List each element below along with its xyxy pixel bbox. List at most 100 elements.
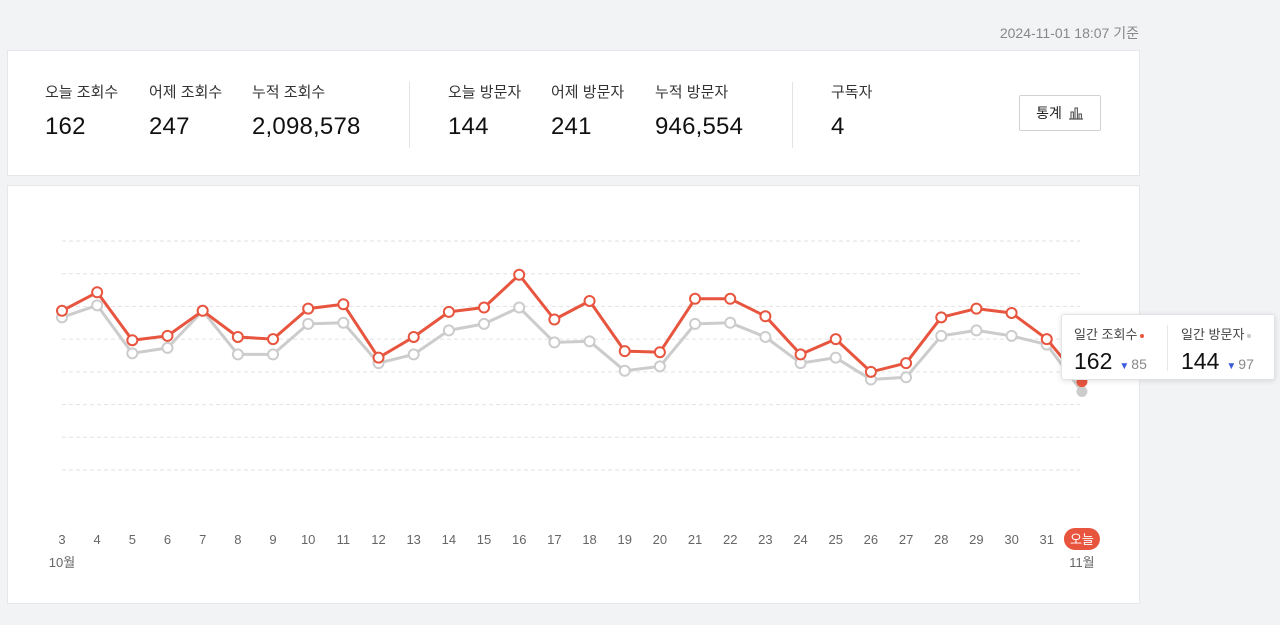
data-point <box>231 348 244 361</box>
tooltip-views-label: 일간 조회수 <box>1074 324 1147 343</box>
data-point <box>302 302 315 315</box>
data-point <box>900 357 913 370</box>
statistics-button-label: 통계 <box>1036 105 1062 121</box>
x-tick-label: 31 <box>1040 532 1054 547</box>
data-point <box>583 294 596 307</box>
data-point <box>372 351 385 364</box>
stat-subscribers: 구독자 4 <box>831 81 872 141</box>
data-point <box>900 371 913 384</box>
x-tick-label: 14 <box>442 532 456 547</box>
data-point <box>91 286 104 299</box>
x-tick-label: 26 <box>864 532 878 547</box>
data-point <box>724 316 737 329</box>
x-tick-label: 4 <box>94 532 101 547</box>
stat-label: 누적 조회수 <box>252 84 326 101</box>
x-tick-label: 8 <box>234 532 241 547</box>
data-point <box>407 348 420 361</box>
tooltip-visitors-diff: 97 <box>1238 356 1254 372</box>
stat-total-visitors: 누적 방문자 946,554 <box>655 81 743 141</box>
stat-yesterday-visitors: 어제 방문자 241 <box>551 81 624 141</box>
data-point <box>653 360 666 373</box>
x-tick-label: 24 <box>793 532 807 547</box>
x-tick-label: 25 <box>829 532 843 547</box>
data-point <box>161 341 174 354</box>
views-legend-dot <box>1140 333 1145 338</box>
stat-value: 144 <box>448 113 489 140</box>
x-tick-label: 27 <box>899 532 913 547</box>
data-point <box>1005 306 1018 319</box>
x-tick-label: 7 <box>199 532 206 547</box>
data-point <box>478 317 491 330</box>
stat-label: 구독자 <box>831 84 873 101</box>
data-point <box>548 313 561 326</box>
data-point <box>583 335 596 348</box>
stat-today-views: 오늘 조회수 162 <box>45 81 118 141</box>
data-point <box>935 311 948 324</box>
data-point <box>126 334 139 347</box>
data-point <box>548 336 561 349</box>
month-label: 10월 <box>49 555 75 570</box>
data-point <box>829 333 842 346</box>
stat-value: 4 <box>831 113 845 140</box>
data-point <box>337 316 350 329</box>
stat-total-views: 누적 조회수 2,098,578 <box>252 81 361 141</box>
data-point <box>970 302 983 315</box>
data-point <box>337 298 350 311</box>
stat-value: 946,554 <box>655 113 744 140</box>
down-arrow-icon: ▼ <box>1119 361 1130 372</box>
x-tick-label: 23 <box>758 532 772 547</box>
data-point <box>759 330 772 343</box>
stat-label: 오늘 조회수 <box>45 84 119 101</box>
data-point <box>689 292 702 305</box>
data-point <box>302 317 315 330</box>
tooltip-views-diff: 85 <box>1131 356 1147 372</box>
stats-summary-card: 오늘 조회수 162 어제 조회수 247 누적 조회수 2,098,578 오… <box>7 50 1140 176</box>
data-point <box>196 304 209 317</box>
x-tick-label-today: 오늘 <box>1070 532 1094 547</box>
statistics-button[interactable]: 통계 <box>1019 95 1101 131</box>
chart-card <box>7 185 1140 604</box>
x-tick-label: 20 <box>653 532 667 547</box>
tooltip-visitors-value: 144 <box>1181 348 1220 374</box>
divider <box>792 82 793 148</box>
data-point <box>267 348 280 361</box>
x-tick-label: 21 <box>688 532 702 547</box>
x-tick-label: 11 <box>337 532 351 547</box>
data-point <box>1005 329 1018 342</box>
tooltip-views-value: 162 <box>1074 348 1113 374</box>
month-label: 11월 <box>1069 555 1094 570</box>
data-point <box>126 347 139 360</box>
today-pill <box>1063 528 1100 550</box>
data-point <box>759 310 772 323</box>
bar-chart-icon <box>1068 107 1083 120</box>
divider <box>409 82 410 148</box>
chart-tooltip: 일간 조회수 162 ▼ 85 일간 방문자 144 ▼ 97 <box>1061 314 1275 380</box>
tooltip-views: 일간 조회수 162 ▼ 85 <box>1074 324 1147 375</box>
stat-label: 어제 조회수 <box>149 84 223 101</box>
data-point <box>267 333 280 346</box>
stat-value: 2,098,578 <box>252 113 361 140</box>
x-tick-label: 29 <box>969 532 983 547</box>
data-point <box>407 330 420 343</box>
stat-value: 241 <box>551 113 592 140</box>
x-tick-label: 28 <box>934 532 948 547</box>
data-point <box>724 292 737 305</box>
tooltip-divider <box>1167 325 1168 371</box>
stat-value: 162 <box>45 113 86 140</box>
tooltip-visitors-label: 일간 방문자 <box>1181 324 1254 343</box>
stat-label: 오늘 방문자 <box>448 84 522 101</box>
x-tick-label: 9 <box>269 532 276 547</box>
x-tick-label: 10 <box>301 532 315 547</box>
data-point-current <box>1076 385 1088 397</box>
data-point <box>513 268 526 281</box>
x-tick-label: 19 <box>617 532 631 547</box>
data-point <box>829 351 842 364</box>
stat-value: 247 <box>149 113 190 140</box>
data-point <box>618 345 631 358</box>
down-arrow-icon: ▼ <box>1226 361 1237 372</box>
data-point <box>653 346 666 359</box>
data-point <box>970 324 983 337</box>
stat-label: 누적 방문자 <box>655 84 729 101</box>
data-point <box>513 301 526 314</box>
data-point <box>478 301 491 314</box>
